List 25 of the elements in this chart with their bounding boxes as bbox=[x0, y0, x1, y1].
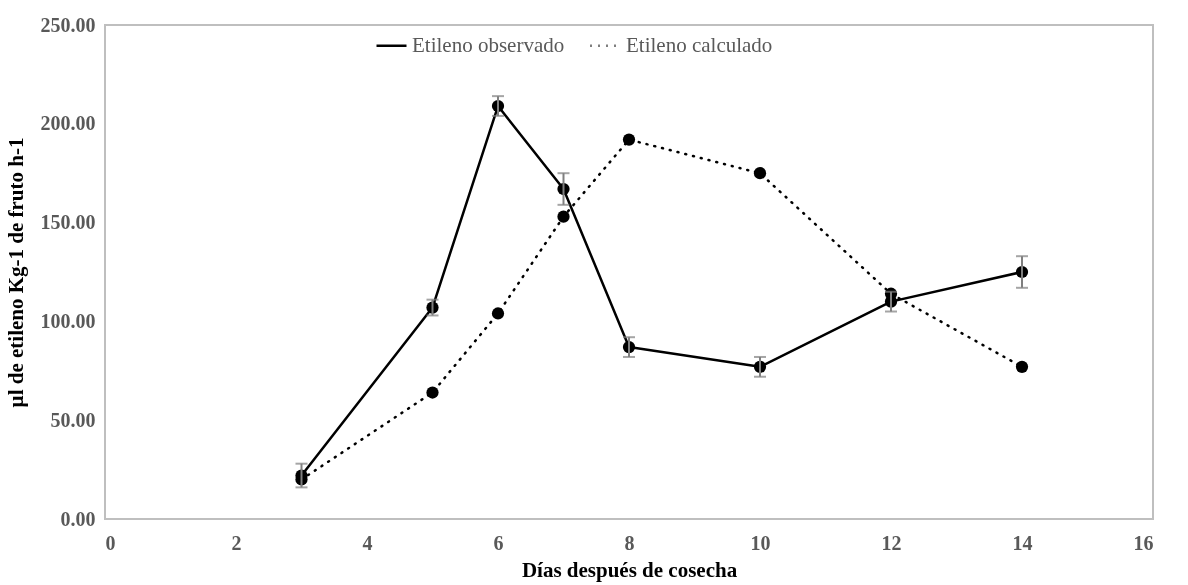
point bbox=[491, 307, 505, 320]
x-tick-label: 10 bbox=[750, 531, 771, 554]
legend-label: Etileno calculado bbox=[626, 32, 773, 57]
x-tick-label: 14 bbox=[1012, 531, 1033, 554]
y-tick-label: 200.00 bbox=[40, 112, 96, 135]
y-tick-label: 100.00 bbox=[40, 309, 96, 332]
point bbox=[1015, 360, 1029, 373]
y-tick-label: 0.00 bbox=[60, 507, 96, 530]
x-tick-label: 2 bbox=[231, 531, 242, 554]
x-tick-label: 8 bbox=[624, 531, 635, 554]
y-tick-label: 250.00 bbox=[40, 13, 96, 36]
legend-label: Etileno observado bbox=[412, 32, 565, 57]
x-axis-title: Días después de cosecha bbox=[521, 557, 738, 582]
y-axis-title: µl de etileno Kg-1 de fruto h-1 bbox=[3, 137, 28, 408]
x-tick-label: 12 bbox=[881, 531, 902, 554]
point bbox=[753, 167, 767, 180]
point bbox=[557, 210, 570, 223]
x-tick-label: 16 bbox=[1133, 531, 1154, 554]
y-tick-label: 50.00 bbox=[50, 408, 96, 431]
point bbox=[426, 386, 439, 399]
x-tick-label: 6 bbox=[493, 531, 504, 554]
point bbox=[622, 133, 636, 146]
y-tick-label: 150.00 bbox=[40, 211, 96, 234]
x-tick-label: 0 bbox=[105, 531, 116, 554]
x-tick-label: 4 bbox=[362, 531, 373, 554]
